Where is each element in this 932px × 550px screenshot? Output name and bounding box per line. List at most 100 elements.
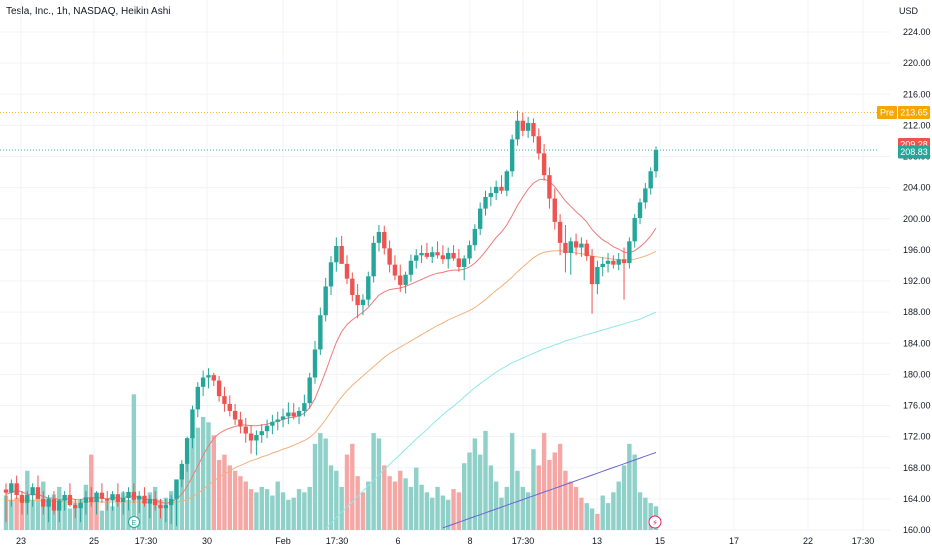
candle-body — [595, 266, 600, 285]
candle-body — [131, 491, 137, 500]
candle-body — [147, 498, 153, 504]
candle-body — [627, 241, 632, 264]
volume-bar — [419, 484, 424, 530]
candle-body — [366, 276, 371, 300]
candle-body — [392, 264, 398, 276]
candle-body — [382, 231, 387, 249]
volume-bar — [451, 489, 456, 530]
volume-bar — [531, 449, 536, 530]
volume-bar — [302, 492, 307, 530]
candle-body — [467, 245, 472, 259]
y-tick-label: 180.00 — [903, 369, 931, 379]
volume-bar — [227, 465, 232, 530]
candle-body — [168, 498, 174, 506]
candle-body — [163, 505, 169, 509]
volume-bar — [552, 452, 557, 530]
volume-bar — [387, 476, 392, 530]
candle-body — [238, 419, 243, 427]
candle-body — [446, 252, 451, 260]
candle-body — [579, 243, 584, 248]
volume-bar — [525, 492, 531, 530]
volume-bar — [504, 486, 510, 530]
volume-bar — [595, 513, 600, 530]
x-tick-label: 17:30 — [135, 536, 158, 546]
ma-orange-line — [6, 250, 657, 504]
volume-bar — [115, 497, 121, 530]
candle-body — [248, 433, 254, 441]
flash-marker[interactable] — [648, 515, 662, 529]
volume-bar — [611, 492, 616, 530]
volume-bar — [99, 510, 105, 530]
y-tick-label: 216.00 — [903, 89, 931, 99]
candle-body — [99, 492, 105, 499]
candle-body — [536, 136, 541, 154]
candle-body — [541, 153, 547, 176]
volume-bar — [9, 499, 14, 530]
volume-bar — [573, 486, 579, 530]
candle-body — [243, 426, 248, 434]
candle-body — [573, 241, 579, 248]
candle-body — [158, 505, 163, 509]
volume-bar — [216, 460, 222, 530]
candle-body — [643, 188, 648, 203]
volume-bar — [291, 497, 296, 530]
volume-bar — [280, 492, 286, 530]
candle-body — [611, 260, 616, 265]
candle-body — [531, 123, 536, 137]
volume-bar — [637, 492, 643, 530]
volume-bar — [648, 503, 653, 530]
volume-bar — [190, 435, 195, 530]
candle-body — [600, 263, 605, 267]
volume-bar — [67, 508, 73, 530]
volume-bar — [520, 486, 526, 530]
currency-label: USD — [898, 6, 918, 16]
volume-bar — [627, 443, 632, 530]
x-tick-label: 30 — [202, 536, 212, 546]
candle-body — [398, 275, 403, 285]
candle-body — [227, 403, 232, 411]
candle-body — [73, 505, 78, 509]
y-tick-label: 184.00 — [903, 338, 931, 348]
volume-bar — [254, 492, 259, 530]
candle-body — [3, 489, 9, 493]
candle-body — [67, 494, 73, 506]
x-tick-label: 22 — [803, 536, 813, 546]
volume-bar — [472, 438, 478, 530]
candle-body — [499, 186, 504, 191]
volume-bar — [440, 495, 446, 530]
volume-bar — [307, 486, 312, 530]
candle-body — [477, 208, 483, 229]
candle-body — [270, 421, 275, 426]
earnings-marker[interactable] — [128, 516, 140, 528]
candle-body — [195, 386, 201, 410]
candle-body — [414, 255, 419, 261]
candle-body — [515, 120, 520, 140]
ma-cyan-line — [325, 311, 657, 529]
volume-bar — [222, 454, 227, 530]
volume-bar — [435, 486, 440, 530]
candle-body — [328, 262, 334, 287]
candle-body — [605, 260, 611, 264]
volume-bar — [403, 478, 408, 530]
last-price-value: 208.83 — [900, 147, 928, 157]
candle-body — [14, 483, 19, 495]
chart-title: Tesla, Inc., 1h, NASDAQ, Heikin Ashi — [6, 6, 171, 17]
candle-body — [211, 375, 216, 381]
candle-body — [206, 375, 211, 378]
candles — [3, 110, 659, 527]
volume-bar — [632, 454, 637, 530]
volume-bar — [541, 433, 547, 530]
candle-body — [376, 231, 382, 243]
x-tick-label: 25 — [89, 536, 99, 546]
pre-price-tag — [898, 106, 930, 120]
price-axis: 224.00220.00216.00212.00208.00204.00200.… — [903, 27, 931, 535]
candle-body — [275, 419, 280, 422]
candle-body — [174, 479, 179, 499]
x-tick-label: 17:30 — [852, 536, 875, 546]
candle-body — [41, 498, 46, 507]
candle-body — [653, 150, 659, 172]
volume-bar — [110, 506, 115, 530]
volume-bar — [318, 433, 323, 530]
candle-body — [488, 193, 494, 197]
